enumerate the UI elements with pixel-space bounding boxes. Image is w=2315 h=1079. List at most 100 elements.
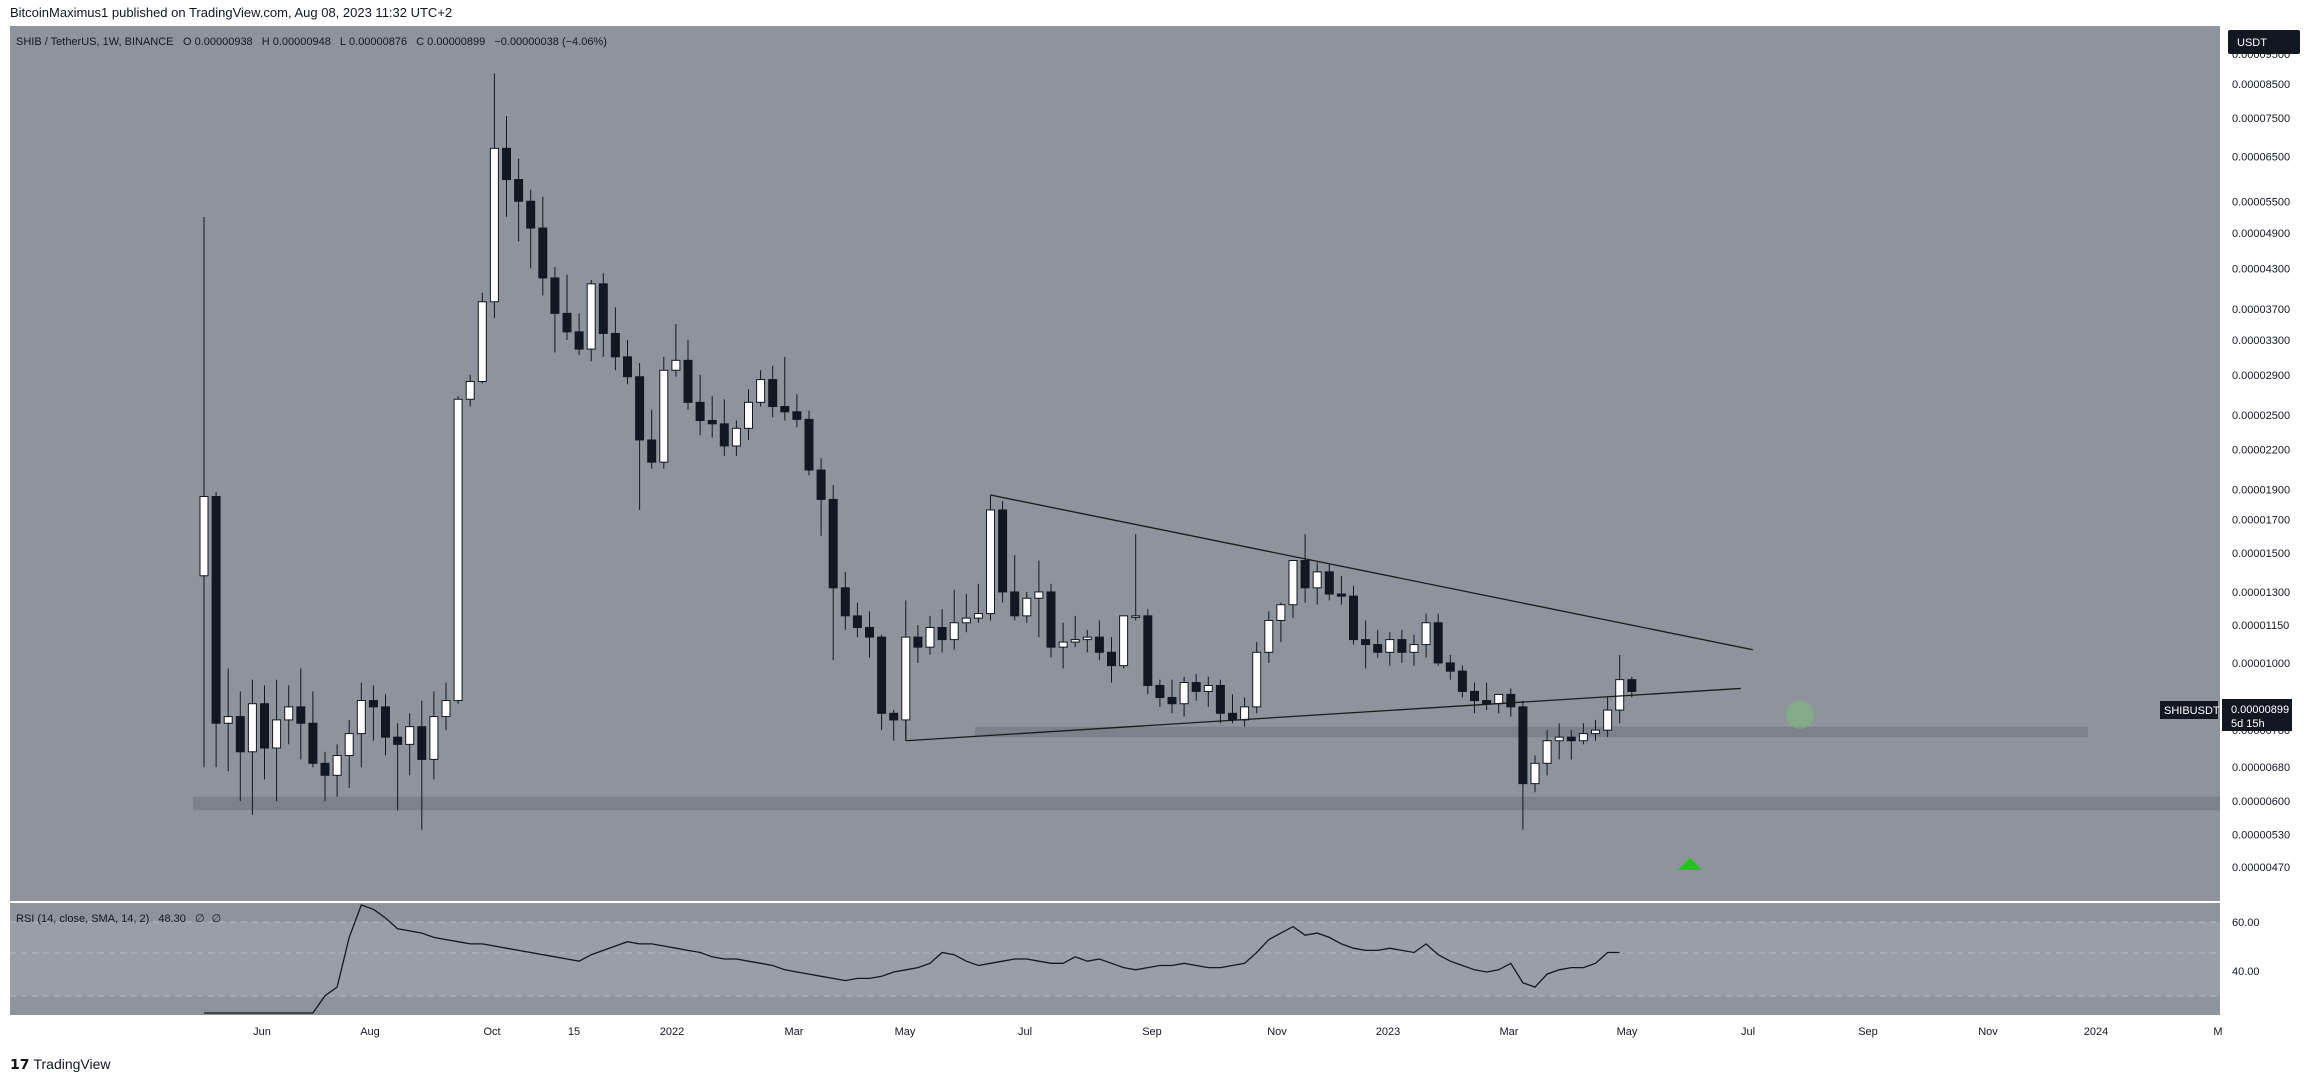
time-tick-label: Mar [1500, 1026, 1519, 1038]
rsi-title: RSI (14, close, SMA, 14, 2) [16, 913, 149, 925]
time-axis[interactable] [10, 1015, 2220, 1048]
time-tick-label: 2023 [1376, 1026, 1400, 1038]
candle-body [973, 613, 983, 619]
candle-body [1167, 696, 1177, 705]
current-price: 0.00000899 [2231, 704, 2289, 716]
tv-brand: TradingView [33, 1056, 111, 1072]
support-zones [193, 726, 2220, 811]
candle-body [417, 726, 427, 760]
candle-body [344, 733, 354, 757]
candle-body [683, 359, 693, 403]
price-tick-label: 0.00005500 [2232, 197, 2290, 209]
time-tick-label: Nov [1978, 1026, 1998, 1038]
currency-label: USDT [2237, 37, 2267, 49]
countdown: 5d 15h [2231, 718, 2265, 730]
candle-body [489, 147, 499, 303]
rsi-layer [204, 904, 1620, 1014]
time-tick-label: 2024 [2084, 1026, 2108, 1038]
candle-body [1058, 641, 1068, 648]
time-tick-label: May [895, 1026, 916, 1038]
candle-body [792, 411, 802, 420]
trendlines-layer [905, 494, 1753, 742]
main-pane[interactable] [10, 26, 2220, 901]
candle-body [1179, 682, 1189, 705]
candle-body [635, 376, 645, 441]
candle-body [986, 509, 995, 615]
rsi-extra1: ∅ [195, 913, 205, 925]
candle-body [538, 227, 548, 279]
time-tick-label: Jul [1741, 1026, 1755, 1038]
candle-body [1603, 709, 1613, 731]
candle-body [1046, 591, 1056, 648]
candle-body [308, 722, 318, 764]
candle-body [1022, 597, 1032, 617]
support-zone [193, 796, 2220, 811]
support-zone [975, 726, 2088, 738]
candle-body [1530, 762, 1540, 785]
candle-body [1409, 644, 1419, 653]
candle-body [659, 369, 669, 463]
candle-body [1240, 706, 1250, 721]
candle-body [598, 283, 608, 334]
legend-l-value: 0.00000876 [349, 36, 407, 48]
candles-layer [199, 73, 1637, 830]
price-tick-label: 0.00001300 [2232, 587, 2290, 599]
rsi-label: RSI (14, close, SMA, 14, 2) 48.30 ∅ ∅ [16, 913, 221, 925]
candle-body [550, 277, 560, 314]
candle-body [1143, 615, 1153, 686]
candle-body [1215, 684, 1225, 714]
candle-body [1070, 639, 1080, 643]
candle-body [1191, 682, 1201, 692]
candle-body [1312, 571, 1322, 589]
candle-body [1457, 670, 1467, 692]
candle-body [405, 726, 415, 745]
candle-body [1034, 591, 1044, 599]
candle-body [1566, 736, 1576, 742]
candle-body [284, 706, 294, 721]
price-tick-label: 0.00001500 [2232, 548, 2290, 560]
price-axis[interactable] [2220, 26, 2315, 1015]
candle-body [1361, 639, 1371, 646]
candle-body [1627, 679, 1637, 692]
candle-body [731, 427, 741, 447]
candle-body [526, 200, 536, 229]
price-tick-label: 0.00000600 [2232, 796, 2290, 808]
candle-body [937, 626, 947, 641]
time-tick-label: Aug [360, 1026, 380, 1038]
candle-body [756, 379, 766, 403]
legend-c-value: 0.00000899 [427, 36, 485, 48]
candle-body [1482, 700, 1492, 705]
time-tick-label: Sep [1142, 1026, 1162, 1038]
candle-body [1518, 706, 1528, 785]
currency-badge[interactable] [2228, 30, 2300, 54]
publisher-bar: BitcoinMaximus1 published on TradingView… [0, 0, 2315, 26]
time-tick-label: Mar [785, 1026, 804, 1038]
candle-body [707, 419, 717, 425]
legend-h-value: 0.00000948 [273, 36, 331, 48]
trendline [905, 687, 1741, 742]
candle-body [1082, 636, 1092, 641]
candle-body [332, 755, 342, 776]
chart-svg[interactable]: 0.000095000.000085000.000075000.00006500… [0, 0, 2315, 1048]
rsi-line [204, 904, 1620, 1014]
legend-ohlc: O 0.00000938 H 0.00000948 L 0.00000876 C 0.0… [183, 36, 607, 48]
candle-body [1336, 593, 1346, 597]
price-tick-label: 0.00001000 [2232, 658, 2290, 670]
price-tick-label: 0.00007500 [2232, 113, 2290, 125]
time-tick-label: Nov [1267, 1026, 1287, 1038]
candle-body [586, 283, 596, 350]
candle-body [1276, 604, 1286, 621]
candle-body [1373, 644, 1383, 653]
candle-body [441, 700, 451, 718]
candle-body [744, 401, 753, 429]
candle-body [804, 418, 814, 471]
candle-body [623, 356, 632, 378]
candle-body [368, 700, 378, 708]
time-tick-label: May [1617, 1026, 1638, 1038]
candle-body [1397, 639, 1407, 653]
tradingview-logo[interactable]: 𝟭𝟳 TradingView [10, 1056, 111, 1073]
price-tick-label: 0.00000530 [2232, 830, 2290, 842]
candle-body [1578, 733, 1588, 742]
rsi-band [10, 922, 2220, 996]
candle-body [465, 380, 475, 400]
